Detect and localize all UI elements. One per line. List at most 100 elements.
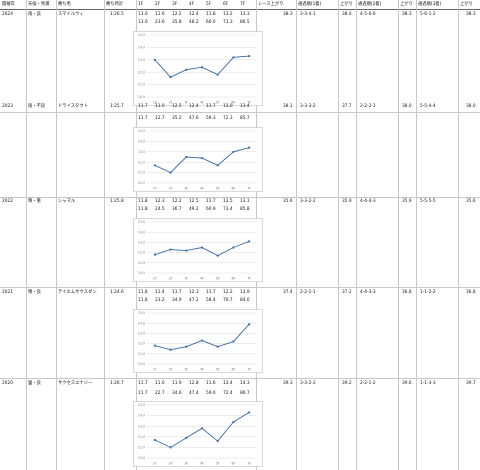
split-point xyxy=(169,76,172,79)
cumulative-cell: 47.4 xyxy=(189,391,199,396)
x-tick-label: 6F xyxy=(231,368,235,372)
header-time: 勝ち時計 xyxy=(106,2,124,7)
split-point xyxy=(200,156,204,160)
y-tick-label: 10.0 xyxy=(138,95,145,99)
split-cell: 13.1 xyxy=(240,199,250,204)
split-point xyxy=(248,240,251,243)
cumulative-cell: 11.7 xyxy=(138,391,148,396)
weather-cell: 雨・不良 xyxy=(28,104,46,109)
cumulative-cell: 23.6 xyxy=(155,20,165,25)
split-cell: 13.0 xyxy=(138,12,148,17)
time-cell: 1:26.5 xyxy=(110,12,124,17)
winner-cell: スマイルウィ xyxy=(58,12,84,17)
passing-3-cell: 1-1-3-3 xyxy=(420,381,436,386)
y-tick-label: 10.0 xyxy=(138,181,145,185)
y-tick-label: 12.0 xyxy=(138,435,145,439)
split-cell: 11.7 xyxy=(206,104,216,109)
cumulative-cell: 11.8 xyxy=(138,298,148,303)
split-point xyxy=(216,254,219,257)
cumulative-cell: 22.7 xyxy=(155,391,165,396)
col-line xyxy=(398,0,399,470)
x-tick-label: 4F xyxy=(200,462,204,466)
race-last-cell: 35.6 xyxy=(283,199,293,204)
last-2-cell: 38.0 xyxy=(402,104,412,109)
split-cell: 13.4 xyxy=(240,104,250,109)
y-tick-label: 11.0 xyxy=(138,83,145,87)
split-cell: 11.7 xyxy=(206,199,216,204)
race-last-cell: 39.3 xyxy=(283,381,293,386)
last-3-cell: 38.0 xyxy=(466,104,476,109)
chart-frame xyxy=(133,218,263,282)
x-tick-label: 2F xyxy=(169,101,173,105)
x-tick-label: 4F xyxy=(200,187,204,191)
split-cell: 11.0 xyxy=(155,381,165,386)
split-point xyxy=(232,246,235,249)
split-point xyxy=(248,323,251,326)
x-tick-label: 5F xyxy=(216,187,220,191)
header-winner: 勝ち馬 xyxy=(58,2,71,7)
cumulative-cell: 36.7 xyxy=(172,207,182,212)
y-tick-label: 13.0 xyxy=(138,150,145,154)
passing-1-cell: 3-3-4-1 xyxy=(300,12,316,17)
y-tick-label: 15.0 xyxy=(138,129,145,133)
header-passing-2: 通過順(2着) xyxy=(358,2,382,7)
x-tick-label: 7F xyxy=(247,368,251,372)
passing-1-cell: 2-2-1-1 xyxy=(300,290,316,295)
x-tick-label: 1F xyxy=(153,462,157,466)
cumulative-cell: 72.4 xyxy=(223,391,233,396)
header-3f: 3F xyxy=(172,2,178,7)
header-2f: 2F xyxy=(155,2,161,7)
year-cell: 2020 xyxy=(2,381,13,386)
header-year: 開催年 xyxy=(2,2,15,7)
last-1-cell: 37.2 xyxy=(342,290,352,295)
split-point xyxy=(185,436,188,439)
split-cell: 12.5 xyxy=(172,104,182,109)
x-tick-label: 3F xyxy=(184,101,188,105)
y-tick-label: 15.0 xyxy=(138,403,145,407)
split-point xyxy=(232,340,235,343)
cumulative-cell: 59.3 xyxy=(206,116,216,121)
last-2-cell: 36.8 xyxy=(402,290,412,295)
y-tick-label: 12.0 xyxy=(138,70,145,74)
y-tick-label: 11.0 xyxy=(138,171,145,175)
header-passing-1: 通過順(1着) xyxy=(298,2,322,7)
chart-frame xyxy=(133,31,263,106)
last-3-cell: 38.3 xyxy=(466,12,476,17)
y-tick-label: 14.0 xyxy=(138,140,145,144)
split-cell: 13.9 xyxy=(240,290,250,295)
winner-cell: テイエムサウスダン xyxy=(58,290,97,295)
x-tick-label: 1F xyxy=(153,277,157,281)
split-cell: 12.4 xyxy=(189,12,199,17)
split-cell: 12.2 xyxy=(172,12,182,17)
x-tick-label: 5F xyxy=(216,368,220,372)
race-last-cell: 37.4 xyxy=(283,290,293,295)
split-cell: 13.2 xyxy=(223,12,233,17)
x-tick-label: 1F xyxy=(153,101,157,105)
split-cell: 11.7 xyxy=(138,381,148,386)
passing-3-cell: 5-6-1-2 xyxy=(420,12,436,17)
x-tick-label: 6F xyxy=(231,101,235,105)
y-tick-label: 13.0 xyxy=(138,332,145,336)
cumulative-cell: 47.6 xyxy=(189,116,199,121)
col-line xyxy=(338,0,339,470)
cumulative-cell: 70.7 xyxy=(223,298,233,303)
row-divider xyxy=(0,287,480,288)
y-tick-label: 13.0 xyxy=(138,424,145,428)
row-divider xyxy=(0,197,480,198)
time-cell: 1:24.6 xyxy=(110,290,124,295)
row-divider xyxy=(0,112,480,113)
header-last-2: 上がり xyxy=(400,2,413,7)
header-1f: 1F xyxy=(138,2,144,7)
last-1-cell: 38.0 xyxy=(342,12,352,17)
y-tick-label: 12.0 xyxy=(138,160,145,164)
cumulative-cell: 58.4 xyxy=(206,298,216,303)
passing-2-cell: 2-2-2-1 xyxy=(360,104,376,109)
split-point xyxy=(216,164,219,167)
x-tick-label: 7F xyxy=(247,277,251,281)
cumulative-cell: 49.2 xyxy=(189,207,199,212)
cumulative-cell: 86.7 xyxy=(240,391,250,396)
cumulative-cell: 13.0 xyxy=(138,20,148,25)
x-tick-label: 7F xyxy=(247,187,251,191)
year-cell: 2022 xyxy=(2,199,13,204)
cumulative-cell: 24.5 xyxy=(155,207,165,212)
